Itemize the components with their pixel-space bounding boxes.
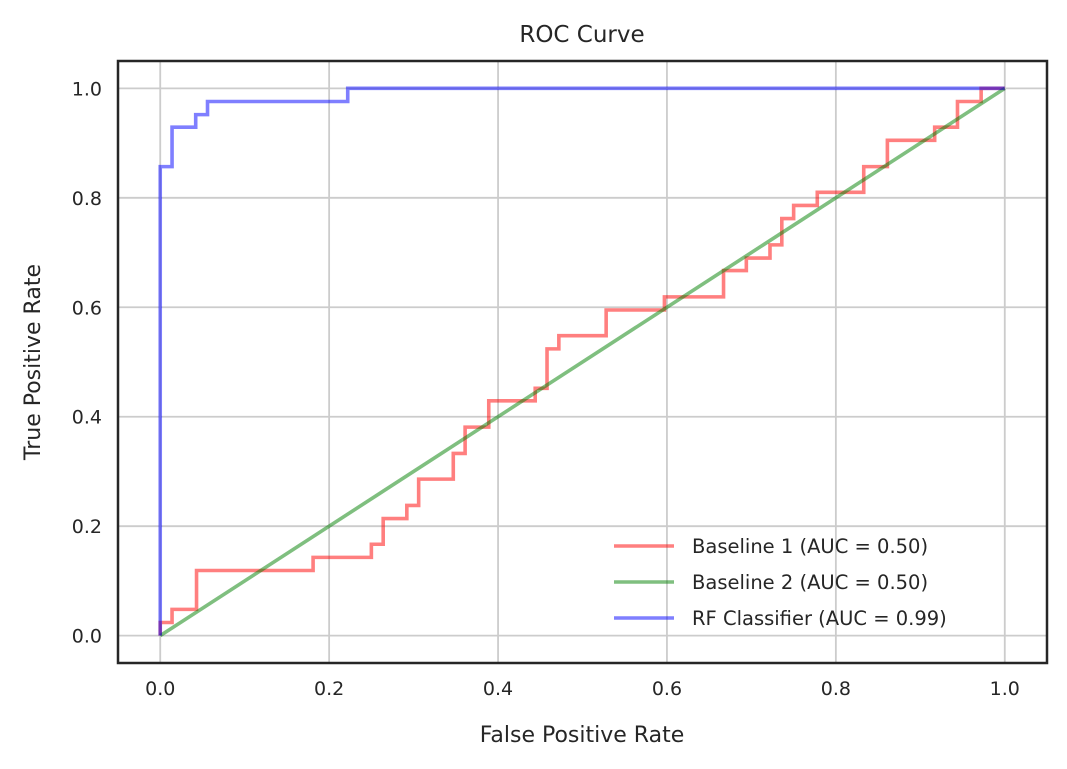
x-tick-label: 0.8 <box>821 678 851 700</box>
y-tick-label: 0.6 <box>72 297 102 319</box>
tick-labels: 0.0 0.2 0.4 0.6 0.8 1.0 0.0 0.2 0.4 0.6 0.8 1.0 <box>72 78 1020 700</box>
x-axis-title: False Positive Rate <box>480 723 684 748</box>
plot-area <box>158 86 1006 638</box>
x-tick-label: 1.0 <box>990 678 1020 700</box>
axes-frame <box>116 59 1049 665</box>
x-tick-label: 0.0 <box>145 678 175 700</box>
y-tick-label: 0.4 <box>72 407 102 429</box>
x-tick-label: 0.4 <box>483 678 513 700</box>
y-tick-label: 0.2 <box>72 516 102 538</box>
y-tick-label: 0.0 <box>72 626 102 648</box>
legend-label-1: Baseline 1 (AUC = 0.50) <box>692 535 928 558</box>
chart-title: ROC Curve <box>519 22 644 48</box>
series-line-2 <box>159 86 1006 638</box>
series-line-3 <box>158 86 1005 636</box>
x-tick-label: 0.2 <box>314 678 344 700</box>
legend-label-3: RF Classifier (AUC = 0.99) <box>692 607 947 630</box>
y-tick-label: 0.8 <box>72 188 102 210</box>
y-tick-label: 1.0 <box>72 78 102 100</box>
series-line-1 <box>158 86 1005 636</box>
grid <box>118 61 1047 663</box>
y-axis-title: True Positive Rate <box>21 264 46 461</box>
legend-label-2: Baseline 2 (AUC = 0.50) <box>692 571 928 594</box>
x-tick-label: 0.6 <box>652 678 682 700</box>
legend: Baseline 1 (AUC = 0.50) Baseline 2 (AUC =… <box>614 535 947 630</box>
